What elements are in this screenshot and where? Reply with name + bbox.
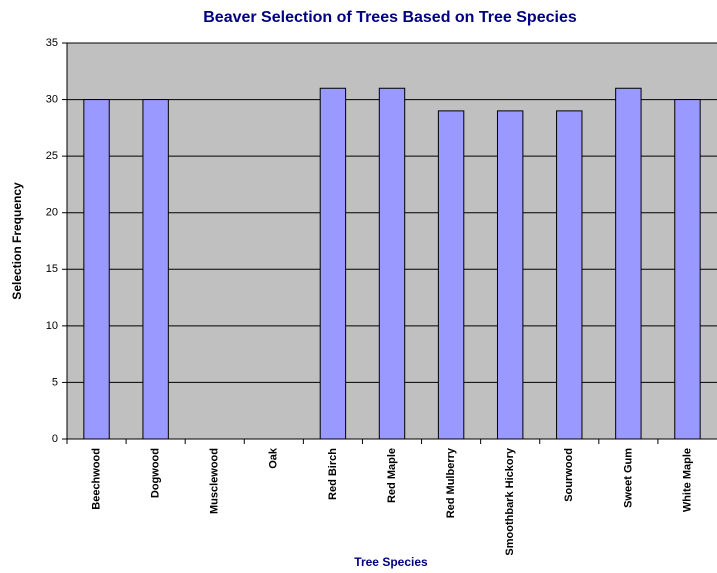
y-tick-label: 10: [46, 320, 58, 332]
y-tick-label: 30: [46, 93, 58, 105]
bar: [142, 99, 169, 440]
x-tick-label: Smoothbark Hickory: [504, 447, 516, 555]
bar: [674, 99, 701, 440]
bar: [378, 87, 406, 440]
y-tick-label: 15: [46, 263, 58, 275]
x-tick-label: Dogwood: [150, 448, 162, 498]
y-tick-label: 25: [46, 150, 58, 162]
y-tick-label: 0: [52, 433, 58, 445]
x-tick-label: Red Birch: [327, 448, 339, 500]
x-tick-label: Oak: [268, 447, 280, 469]
y-tick-label: 20: [46, 207, 58, 219]
bar: [556, 110, 583, 440]
y-tick-label: 35: [46, 37, 58, 49]
x-tick-label: Musclewood: [209, 448, 221, 514]
x-axis-title: Tree Species: [354, 555, 428, 569]
x-tick-label: White Maple: [681, 448, 693, 512]
x-tick-label: Sourwood: [563, 448, 575, 502]
bar: [615, 87, 642, 440]
x-tick-label: Beechwood: [90, 448, 102, 510]
y-tick-label: 5: [52, 376, 58, 388]
x-tick-label: Red Mulberry: [445, 447, 457, 518]
bar: [83, 99, 110, 440]
bar: [496, 110, 524, 440]
x-tick-label: Red Maple: [386, 448, 398, 503]
x-tick-label: Sweet Gum: [622, 448, 634, 508]
bar: [437, 110, 465, 440]
bar: [319, 87, 347, 440]
y-axis-title: Selection Frequency: [10, 182, 24, 300]
chart-title: Beaver Selection of Trees Based on Tree …: [203, 9, 577, 26]
